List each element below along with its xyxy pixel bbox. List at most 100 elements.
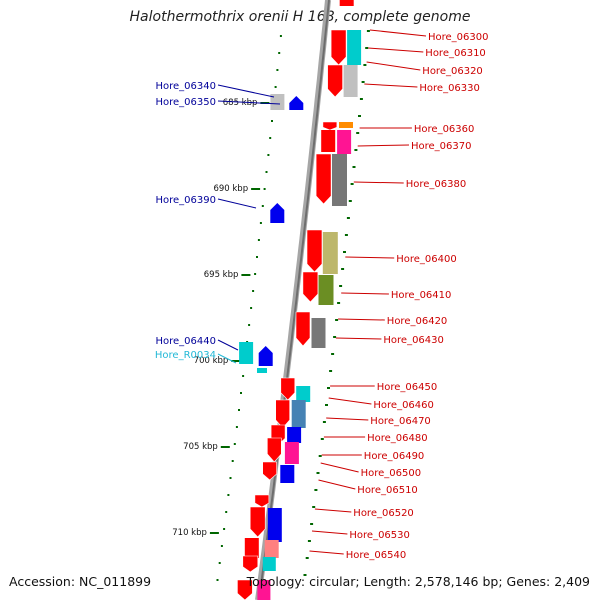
- tick-left: [269, 137, 272, 139]
- gene-block: [280, 465, 295, 483]
- gene-block: [343, 65, 358, 97]
- leader-line: [364, 83, 418, 88]
- gene-arrow-down: [275, 399, 291, 429]
- gene-features: [237, 0, 362, 600]
- gene-arrow-down: [330, 29, 347, 66]
- tick-left: [276, 69, 279, 71]
- tick-left: [225, 511, 228, 513]
- tick-right: [366, 30, 370, 32]
- label-leader-lines: [217, 29, 427, 555]
- accession-text: Accession: NC_011899: [9, 574, 152, 589]
- tick-left: [233, 443, 236, 445]
- gene-label: Hore_06450: [377, 382, 438, 393]
- gene-arrow-down: [242, 555, 259, 573]
- gene-block: [264, 540, 279, 558]
- tick-left: [259, 222, 262, 224]
- leader-line: [217, 353, 237, 364]
- tick-left: [278, 52, 281, 54]
- gene-block: [322, 232, 338, 274]
- tick-right: [333, 336, 337, 338]
- gene-block: [257, 580, 271, 600]
- tick-major: [231, 360, 241, 362]
- gene-label: Hore_06480: [367, 433, 428, 444]
- tick-left: [254, 273, 257, 275]
- backbone-shade: [258, 0, 330, 600]
- gene-arrow-down: [327, 64, 343, 98]
- gene-label: Hore_06390: [156, 195, 217, 206]
- tick-right: [305, 557, 309, 559]
- genome-info-text: Topology: circular; Length: 2,578,146 bp…: [246, 574, 590, 589]
- gene-block: [339, 122, 353, 128]
- tick-right: [344, 234, 348, 236]
- gene-block: [321, 130, 336, 152]
- gene-arrow-down: [280, 377, 296, 401]
- leader-line: [318, 479, 356, 490]
- leader-line: [368, 47, 424, 53]
- gene-label: Hore_06540: [346, 550, 407, 561]
- gene-block: [287, 427, 302, 443]
- gene-block: [339, 0, 354, 6]
- gene-label: Hore_06360: [414, 124, 475, 135]
- tick-left: [218, 562, 221, 564]
- tick-left: [267, 154, 270, 156]
- tick-left: [229, 477, 232, 479]
- leader-line: [369, 29, 427, 37]
- leader-line: [309, 550, 344, 555]
- gene-block: [337, 130, 352, 154]
- gene-label: Hore_06340: [156, 81, 217, 92]
- tick-right: [337, 302, 341, 304]
- tick-right: [310, 523, 314, 525]
- tick-right: [343, 251, 346, 253]
- tick-left: [240, 392, 242, 394]
- gene-label: Hore_06410: [391, 290, 452, 301]
- tick-right: [346, 217, 350, 219]
- tick-left: [227, 494, 230, 496]
- leader-line: [217, 84, 275, 98]
- gene-arrow-down: [266, 437, 282, 463]
- tick-right: [359, 98, 363, 100]
- tick-right: [320, 438, 324, 440]
- gene-block: [244, 538, 259, 558]
- tick-right: [318, 455, 322, 457]
- gene-block: [347, 30, 362, 65]
- gene-block: [318, 275, 334, 305]
- leader-line: [314, 508, 352, 513]
- tick-right: [365, 47, 369, 49]
- scale-label: 690 kbp: [213, 184, 248, 194]
- gene-label: Hore_06510: [357, 485, 418, 496]
- gene-block: [239, 342, 254, 364]
- gene-label: Hore_06370: [411, 141, 472, 152]
- tick-major: [251, 188, 261, 190]
- gene-block: [291, 400, 306, 428]
- leader-line: [335, 337, 382, 340]
- tick-major: [209, 532, 219, 534]
- tick-left: [248, 324, 251, 326]
- tick-right: [352, 166, 356, 168]
- tick-left: [216, 579, 219, 581]
- tick-left: [261, 205, 264, 207]
- gene-label: Hore_06530: [349, 530, 410, 541]
- tick-left: [256, 256, 258, 258]
- tick-right: [341, 268, 345, 270]
- gene-block: [332, 154, 347, 206]
- gene-arrow-down: [315, 153, 332, 205]
- gene-block: [270, 94, 285, 110]
- leader-line: [328, 397, 372, 405]
- gene-arrow-down: [249, 506, 266, 538]
- tick-left: [263, 188, 266, 190]
- leader-line: [341, 292, 389, 295]
- gene-label: Hore_06440: [156, 336, 217, 347]
- leader-line: [366, 61, 421, 71]
- tick-right: [335, 319, 339, 321]
- tick-left: [238, 409, 240, 411]
- gene-arrow-down: [306, 229, 323, 273]
- tick-right: [314, 489, 318, 491]
- tick-right: [348, 200, 352, 202]
- gene-arrow-up: [289, 96, 304, 110]
- tick-left: [265, 171, 268, 173]
- tick-left: [223, 528, 226, 530]
- tick-marks: [209, 30, 370, 581]
- gene-label: Hore_06350: [156, 97, 217, 108]
- tick-right: [312, 506, 316, 508]
- tick-right: [363, 64, 367, 66]
